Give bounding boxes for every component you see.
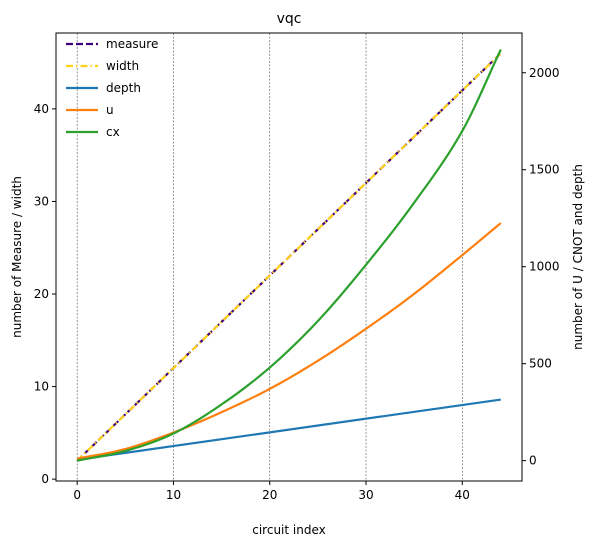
legend-label-u: u xyxy=(106,103,114,117)
y-right-tick-label: 500 xyxy=(529,357,552,371)
grid-layer xyxy=(76,33,463,481)
series-line-cx xyxy=(76,49,502,462)
y-right-tick-label: 2000 xyxy=(529,66,560,80)
y-left-tick-label: 0 xyxy=(41,472,49,486)
ticks-layer: 0 10 20 30 40 0 10 20 30 40 0 500 1000 1500 2000 xyxy=(34,66,560,502)
legend-label-cx: cx xyxy=(106,125,120,139)
series-layer xyxy=(76,49,502,462)
y-left-tick-label: 10 xyxy=(34,380,49,394)
x-tick-label: 10 xyxy=(166,488,181,502)
y-left-tick-label: 20 xyxy=(34,287,49,301)
legend-label-depth: depth xyxy=(106,81,141,95)
x-axis-label: circuit index xyxy=(252,523,326,537)
legend-label-width: width xyxy=(106,59,139,73)
y-axis-label-left: number of Measure / width xyxy=(10,176,24,338)
x-tick-label: 40 xyxy=(455,488,470,502)
series-line-width xyxy=(76,52,502,462)
chart-title: vqc xyxy=(277,11,302,27)
plot-frame xyxy=(55,32,523,482)
x-tick-label: 30 xyxy=(358,488,373,502)
series-line-depth xyxy=(77,398,501,461)
y-right-tick-label: 1000 xyxy=(529,260,560,274)
y-axis-label-right: number of U / CNOT and depth xyxy=(571,164,585,350)
x-tick-label: 20 xyxy=(262,488,277,502)
x-tick-label: 0 xyxy=(73,488,81,502)
y-right-tick-label: 1500 xyxy=(529,163,560,177)
legend: measure width depth u cx xyxy=(66,37,158,139)
y-right-tick-label: 0 xyxy=(529,454,537,468)
y-left-tick-label: 40 xyxy=(34,102,49,116)
y-left-tick-label: 30 xyxy=(34,194,49,208)
series-line-u xyxy=(76,222,502,460)
legend-label-measure: measure xyxy=(106,37,158,51)
